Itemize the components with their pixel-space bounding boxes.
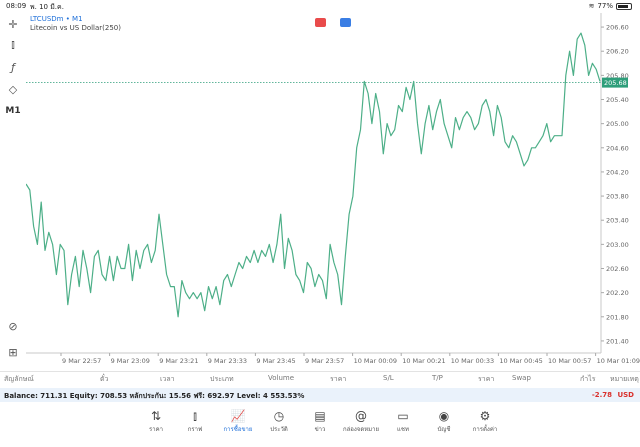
mailbox-icon: @: [355, 409, 367, 423]
battery-icon: [616, 2, 632, 10]
y-tick-label: 203.40: [606, 217, 629, 225]
add-icon[interactable]: ⊞: [8, 345, 18, 359]
column-header: S/L: [383, 374, 394, 382]
nav-label: กล่องจดหมาย: [342, 426, 380, 433]
price-chart[interactable]: 201.40 201.80 202.20 202.60 203.00 203.40 203.…: [25, 13, 640, 371]
x-tick-label: 10 Mar 01:09: [597, 357, 640, 365]
column-header: เวลา: [160, 375, 175, 383]
chart-description: Litecoin vs US Dollar(250): [30, 24, 121, 32]
column-header: Volume: [268, 374, 295, 382]
history-icon: ◷: [273, 409, 285, 423]
nav-item[interactable]: ⫾ กราฟ: [175, 408, 215, 434]
nav-label: ประวัติ: [270, 426, 288, 433]
column-header: ตั๋ว: [100, 375, 109, 383]
x-tick-label: 10 Mar 00:45: [499, 357, 542, 365]
x-tick-label: 9 Mar 23:33: [208, 357, 247, 365]
column-header: ราคา: [330, 375, 347, 383]
y-tick-label: 201.40: [606, 337, 629, 345]
nav-label: การตั้งค่า: [472, 426, 498, 433]
quotes-icon: ⇅: [150, 409, 162, 423]
current-price-label: 205.68: [604, 79, 627, 87]
column-header: หมายเหตุ: [610, 375, 639, 383]
column-header: T/P: [432, 374, 443, 382]
column-header: สัญลักษณ์: [4, 375, 34, 383]
x-tick-label: 9 Mar 23:21: [159, 357, 198, 365]
sell-button[interactable]: [315, 18, 326, 27]
x-tick-label: 9 Mar 22:57: [62, 357, 101, 365]
buy-button[interactable]: [340, 18, 351, 27]
status-bar: 08:09 พ. 10 มี.ค. ≋ 77%: [0, 0, 640, 13]
y-tick-label: 204.60: [606, 144, 629, 152]
status-time: 08:09: [6, 2, 27, 10]
nav-item[interactable]: ◷ ประวัติ: [259, 408, 299, 434]
objects-icon[interactable]: ◇: [8, 82, 18, 96]
y-tick-label: 202.60: [606, 265, 629, 273]
chart-type-icon[interactable]: ⫾: [11, 38, 15, 51]
chart-header: LTCUSDm • M1 Litecoin vs US Dollar(250): [30, 15, 121, 33]
crosshair-icon[interactable]: ✛: [8, 17, 18, 31]
chart-toolbar: ✛ ⫾ ƒ ◇ M1 ⊘ ⊞: [0, 13, 26, 363]
wifi-icon: ≋: [588, 2, 595, 10]
chart-symbol[interactable]: LTCUSDm • M1: [30, 15, 83, 23]
column-header: ราคา: [478, 375, 495, 383]
x-tick-label: 9 Mar 23:57: [305, 357, 344, 365]
zoom-icon[interactable]: ⊘: [8, 319, 18, 333]
status-right: ≋ 77%: [589, 2, 632, 10]
account-icon: ◉: [438, 409, 450, 423]
column-header: ประเภท: [210, 375, 234, 383]
x-tick-label: 10 Mar 00:09: [354, 357, 397, 365]
y-tick-label: 205.00: [606, 120, 629, 128]
nav-item[interactable]: ▭ แชท: [383, 408, 423, 434]
nav-item[interactable]: ⇅ ราคา: [136, 408, 176, 434]
positions-header: สัญลักษณ์ ตั๋ว เวลา ประเภท Volume ราคา S/L T/P ร…: [0, 371, 640, 385]
x-tick-label: 10 Mar 00:33: [451, 357, 494, 365]
nav-item[interactable]: @ กล่องจดหมาย: [341, 408, 381, 434]
nav-item[interactable]: ⚙ การตั้งค่า: [465, 408, 505, 434]
profit-loss: -2.78: [591, 391, 612, 399]
y-tick-label: 205.80: [606, 72, 629, 80]
y-tick-label: 205.40: [606, 96, 629, 104]
y-tick-label: 206.60: [606, 24, 629, 32]
indicators-icon[interactable]: ƒ: [11, 60, 15, 74]
y-tick-label: 203.00: [606, 241, 629, 249]
balance-bar: Balance: 711.31 Equity: 708.53 หลักประกั…: [0, 388, 640, 402]
nav-label: ราคา: [149, 426, 163, 433]
battery-percent: 77%: [597, 2, 613, 10]
y-tick-label: 206.20: [606, 48, 629, 56]
price-series-line: [25, 32, 601, 318]
news-icon: ▤: [314, 409, 326, 423]
status-date: พ. 10 มี.ค.: [30, 3, 64, 11]
column-header: กำไร: [580, 375, 596, 383]
nav-item[interactable]: ◉ บัญชี: [424, 408, 464, 434]
nav-item[interactable]: 📈 การซื้อขาย: [218, 408, 258, 434]
y-tick-label: 203.80: [606, 193, 629, 201]
x-tick-label: 9 Mar 23:45: [256, 357, 295, 365]
column-header: Swap: [512, 374, 531, 382]
currency: USD: [617, 391, 634, 399]
nav-label: บัญชี: [437, 426, 451, 433]
y-tick-label: 202.20: [606, 289, 629, 297]
chart-area[interactable]: LTCUSDm • M1 Litecoin vs US Dollar(250) …: [25, 13, 640, 371]
x-tick-label: 10 Mar 00:21: [402, 357, 445, 365]
y-tick-label: 204.20: [606, 168, 629, 176]
settings-icon: ⚙: [479, 409, 491, 423]
chart-icon: ⫾: [193, 409, 197, 423]
trade-icon: 📈: [230, 409, 246, 423]
x-tick-label: 9 Mar 23:09: [111, 357, 150, 365]
nav-label: กราฟ: [187, 426, 203, 433]
current-price-tag: [602, 77, 628, 88]
nav-item[interactable]: ▤ ข่าว: [300, 408, 340, 434]
timeframe-button[interactable]: M1: [5, 106, 21, 116]
balance-summary: Balance: 711.31 Equity: 708.53 หลักประกั…: [4, 392, 305, 400]
one-click-trading: [315, 18, 351, 27]
bottom-nav: ⇅ ราคา ⫾ กราฟ 📈 การซื้อขาย ◷ ประวัติ ▤ ข่าว @ กล่อง…: [0, 404, 640, 447]
nav-label: การซื้อขาย: [223, 426, 253, 433]
x-tick-label: 10 Mar 00:57: [548, 357, 591, 365]
y-tick-label: 201.80: [606, 313, 629, 321]
nav-label: ข่าว: [314, 426, 326, 433]
chat-icon: ▭: [397, 409, 409, 423]
nav-label: แชท: [397, 426, 409, 433]
